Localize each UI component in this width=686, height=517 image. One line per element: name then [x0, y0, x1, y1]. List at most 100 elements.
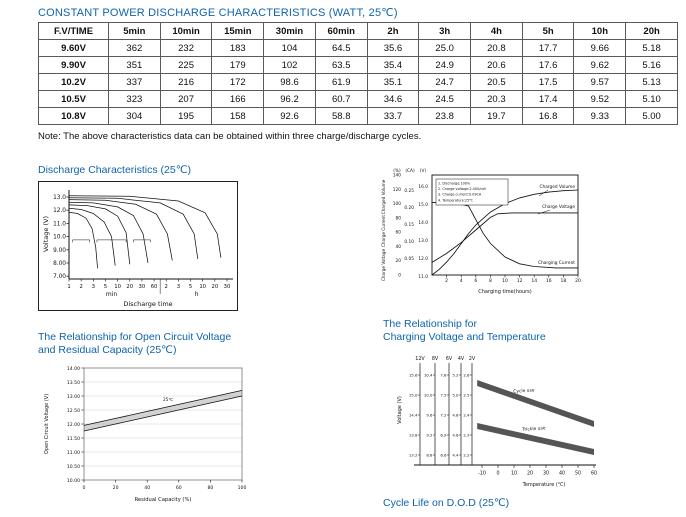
svg-text:-10: -10	[478, 471, 486, 477]
axes	[66, 190, 233, 294]
svg-text:40: 40	[559, 471, 565, 477]
svg-text:6.9: 6.9	[440, 433, 447, 438]
svg-text:2.4: 2.4	[463, 413, 470, 418]
table-col-header: 10min	[159, 22, 213, 40]
svg-text:100: 100	[393, 201, 401, 207]
svg-text:9.00: 9.00	[53, 248, 66, 254]
svg-text:12: 12	[517, 278, 523, 284]
value-cell: 17.6	[521, 56, 575, 74]
svg-text:30: 30	[139, 284, 146, 290]
svg-text:0.25: 0.25	[404, 188, 414, 194]
svg-text:1: 1	[67, 284, 70, 290]
value-cell: 20.8	[470, 39, 523, 57]
svg-text:16: 16	[546, 278, 552, 284]
value-cell: 92.6	[263, 107, 316, 125]
svg-text:0: 0	[496, 471, 499, 477]
svg-text:100: 100	[238, 485, 247, 491]
value-cell: 35.4	[366, 56, 420, 74]
svg-text:5: 5	[189, 284, 192, 290]
annotations: 1. Discharge:100%2. Charge voltage:2.40V…	[435, 178, 576, 266]
value-cell: 20.6	[470, 56, 523, 74]
axis-labels: (%) (CA) (V) 140 120 100 80 60 40 20 0 0.25 0.20 0.15…	[381, 168, 581, 295]
value-cell: 24.7	[418, 73, 472, 91]
svg-text:13.50: 13.50	[67, 380, 80, 386]
value-cell: 158	[211, 107, 265, 125]
x-axis-label: Temperature (℃)	[522, 482, 566, 488]
svg-text:30: 30	[543, 471, 549, 477]
svg-text:50: 50	[575, 471, 581, 477]
svg-text:10.00: 10.00	[67, 478, 80, 484]
svg-text:8.8: 8.8	[426, 453, 433, 458]
value-cell: 64.5	[314, 39, 368, 57]
svg-text:13.00: 13.00	[67, 394, 80, 400]
annotation: 25℃	[163, 397, 173, 402]
value-cell: 33.7	[366, 107, 420, 125]
value-cell: 17.7	[521, 39, 575, 57]
svg-text:4V: 4V	[458, 356, 465, 362]
svg-text:3: 3	[92, 284, 95, 290]
table-note: Note: The above characteristics data can…	[38, 131, 422, 142]
svg-text:11.00: 11.00	[67, 450, 80, 456]
value-cell: 337	[108, 73, 161, 91]
row-header: 9.60V	[38, 39, 109, 57]
svg-text:20: 20	[527, 471, 533, 477]
axis-labels: 13.0 12.0 11.0 10.0 9.00 8.00 7.001 2 3 5 10 20 30 60…	[42, 195, 231, 308]
svg-text:2.2: 2.2	[463, 453, 470, 458]
value-cell: 17.5	[521, 73, 575, 91]
svg-text:15.0: 15.0	[418, 202, 428, 208]
svg-text:Charge Voltage: Charge Voltage	[542, 204, 575, 210]
svg-text:2.5: 2.5	[463, 393, 470, 398]
svg-text:80: 80	[207, 485, 213, 491]
svg-text:13.0: 13.0	[53, 195, 66, 201]
svg-text:0: 0	[83, 485, 86, 491]
value-cell: 5.16	[625, 56, 678, 74]
value-cell: 5.13	[625, 73, 678, 91]
svg-text:11.0: 11.0	[418, 274, 428, 280]
svg-text:20: 20	[575, 278, 581, 284]
svg-text:Charging Current: Charging Current	[538, 260, 575, 266]
value-cell: 102	[263, 56, 316, 74]
svg-text:7.2: 7.2	[440, 413, 447, 418]
value-cell: 9.66	[573, 39, 627, 57]
value-cell: 9.57	[573, 73, 627, 91]
row-header: 10.2V	[38, 73, 109, 91]
heading-discharge-characteristics: Discharge Characteristics (25℃)	[38, 164, 192, 176]
row-header: 10.8V	[38, 107, 109, 125]
svg-text:18: 18	[561, 278, 567, 284]
svg-text:Charged Volume: Charged Volume	[540, 184, 576, 190]
svg-text:20: 20	[211, 284, 218, 290]
heading-charging-line2: Charging Voltage and Temperature	[383, 331, 546, 343]
heading-cycle-life: Cycle Life on D.O.D (25℃)	[383, 497, 510, 509]
svg-text:2: 2	[79, 284, 82, 290]
svg-text:6V: 6V	[446, 356, 453, 362]
value-cell: 16.8	[521, 107, 575, 125]
legend-line: 2. Charge voltage:2.40V/cell	[438, 187, 486, 191]
svg-text:16.0: 16.0	[418, 184, 428, 190]
svg-text:20: 20	[126, 284, 133, 290]
svg-text:8: 8	[489, 278, 492, 284]
value-cell: 207	[159, 90, 213, 108]
value-cell: 232	[159, 39, 213, 57]
value-cell: 61.9	[314, 73, 368, 91]
svg-text:9.6: 9.6	[426, 413, 433, 418]
table-col-header: 15min	[211, 22, 265, 40]
value-cell: 351	[108, 56, 161, 74]
svg-text:4.4: 4.4	[452, 453, 459, 458]
value-cell: 20.3	[470, 90, 523, 108]
value-cell: 98.6	[263, 73, 316, 91]
svg-text:10.50: 10.50	[67, 464, 80, 470]
svg-text:3: 3	[177, 284, 180, 290]
value-cell: 216	[159, 73, 213, 91]
svg-text:10: 10	[199, 284, 206, 290]
svg-text:10: 10	[502, 278, 508, 284]
series: 25℃	[83, 390, 243, 432]
svg-text:10: 10	[511, 471, 517, 477]
svg-text:min: min	[106, 291, 118, 298]
value-cell: 5.18	[625, 39, 678, 57]
svg-text:80: 80	[396, 215, 402, 221]
svg-text:20: 20	[113, 485, 119, 491]
svg-text:0.20: 0.20	[404, 205, 414, 211]
svg-text:11.0: 11.0	[53, 221, 66, 227]
svg-text:15.6: 15.6	[409, 373, 418, 378]
table-col-header: 2h	[366, 22, 420, 40]
